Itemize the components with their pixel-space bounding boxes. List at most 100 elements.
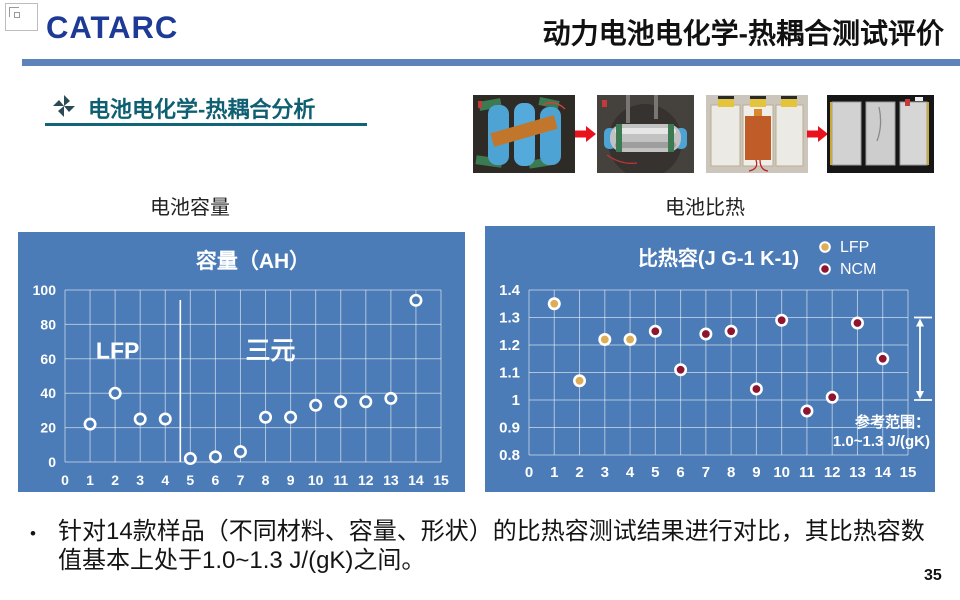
svg-text:100: 100 <box>33 282 57 298</box>
data-point <box>183 452 197 466</box>
catarc-logo: CATARC <box>46 9 179 46</box>
tick-labels: 0 1 2 3 4 5 6 7 8 9 10 11 12 13 14 150.80.911.11.21.31.… <box>499 282 916 481</box>
cylindrical-cells-photo <box>473 95 575 173</box>
data-point <box>384 391 398 405</box>
svg-text:60: 60 <box>40 351 56 367</box>
svg-text:9: 9 <box>752 464 760 481</box>
annotation-label: LFP <box>96 337 139 363</box>
data-point <box>158 412 172 426</box>
data-point <box>648 324 662 338</box>
svg-text:9: 9 <box>287 472 295 488</box>
svg-text:6: 6 <box>212 472 220 488</box>
svg-text:1.4: 1.4 <box>499 282 521 299</box>
svg-text:8: 8 <box>727 464 735 481</box>
svg-text:0: 0 <box>525 464 533 481</box>
legend-marker <box>819 241 831 253</box>
svg-text:1.3: 1.3 <box>499 310 520 327</box>
legend-label: NCM <box>840 261 876 278</box>
svg-text:80: 80 <box>40 316 56 332</box>
svg-text:0.8: 0.8 <box>499 447 520 464</box>
gridlines <box>528 289 909 456</box>
svg-text:14: 14 <box>874 464 891 481</box>
svg-text:1.1: 1.1 <box>499 365 520 382</box>
svg-text:40: 40 <box>40 385 56 401</box>
svg-text:5: 5 <box>651 464 659 481</box>
series-lfp <box>547 297 637 388</box>
svg-text:13: 13 <box>849 464 866 481</box>
legend-label: LFP <box>840 239 869 256</box>
reference-range-arrow <box>914 316 932 401</box>
svg-text:4: 4 <box>626 464 635 481</box>
capacity-chart-label: 电池容量 <box>150 197 230 219</box>
image-placeholder-icon <box>5 3 38 31</box>
svg-text:1: 1 <box>550 464 558 481</box>
data-point <box>284 410 298 424</box>
data-point <box>359 395 373 409</box>
legend-marker <box>819 263 831 275</box>
legend: LFP NCM <box>819 239 876 278</box>
summary-text: 针对14款样品（不同材料、容量、形状）的比热容测试结果进行对比，其比热容数值基本… <box>58 518 925 574</box>
right-arrow-icon <box>807 126 828 142</box>
data-point <box>334 395 348 409</box>
data-point <box>133 412 147 426</box>
svg-text:1: 1 <box>512 392 520 409</box>
svg-text:12: 12 <box>358 472 374 488</box>
data-point <box>259 410 273 424</box>
svg-text:6: 6 <box>676 464 684 481</box>
svg-text:14: 14 <box>408 472 424 488</box>
svg-text:12: 12 <box>824 464 841 481</box>
data-point <box>724 324 738 338</box>
data-point <box>775 313 789 327</box>
series <box>83 293 423 466</box>
svg-text:3: 3 <box>601 464 609 481</box>
data-point <box>208 450 222 464</box>
data-point <box>547 297 561 311</box>
svg-text:3: 3 <box>136 472 144 488</box>
data-point <box>598 333 612 347</box>
annotation-label: 三元 <box>246 337 296 365</box>
header-divider-bar <box>22 59 960 66</box>
data-point <box>108 386 122 400</box>
svg-text:8: 8 <box>262 472 270 488</box>
svg-text:7: 7 <box>702 464 710 481</box>
bullet-marker: • <box>30 524 36 543</box>
svg-text:11: 11 <box>333 472 348 488</box>
capacity-chart-panel: 0 1 2 3 4 5 6 7 8 9 10 11 12 13 14 15 0 20 40 60 80 100 容量（AH）… <box>18 232 465 492</box>
svg-text:11: 11 <box>799 464 815 481</box>
section-underline <box>45 123 367 126</box>
pouch-cells-heater-photo <box>706 95 808 173</box>
broken-image-glyph <box>9 7 20 18</box>
reference-range-note: 1.0~1.3 J/(gK) <box>833 433 930 450</box>
gridlines <box>64 289 442 463</box>
data-point <box>825 390 839 404</box>
data-point <box>233 445 247 459</box>
foil-wrapped-pouch-photo <box>827 95 934 173</box>
reference-range-note: 参考范围： <box>855 413 930 431</box>
specific-heat-chart-panel: 0 1 2 3 4 5 6 7 8 9 10 11 12 13 14 15 0.8 0.9 1 1.1 1.2 1.3 1.… <box>485 226 935 492</box>
svg-text:4: 4 <box>161 472 169 488</box>
svg-text:7: 7 <box>237 472 245 488</box>
svg-text:15: 15 <box>900 464 917 481</box>
data-point <box>674 363 688 377</box>
svg-text:10: 10 <box>773 464 790 481</box>
data-point <box>409 293 423 307</box>
svg-text:2: 2 <box>575 464 583 481</box>
specific-heat-chart-label: 电池比热 <box>665 197 745 219</box>
data-point <box>850 316 864 330</box>
svg-text:20: 20 <box>40 420 56 436</box>
capacity-chart: 0 1 2 3 4 5 6 7 8 9 10 11 12 13 14 15020406080100容量（AH）… <box>33 249 449 488</box>
series-ncm <box>648 313 890 418</box>
pinwheel-star-icon <box>53 95 75 117</box>
data-point <box>573 374 587 388</box>
page-number: 35 <box>924 567 942 584</box>
svg-text:0.9: 0.9 <box>499 420 520 437</box>
data-point <box>876 352 890 366</box>
svg-text:0: 0 <box>61 472 69 488</box>
data-point <box>749 382 763 396</box>
svg-text:13: 13 <box>383 472 399 488</box>
svg-text:5: 5 <box>186 472 194 488</box>
specific-heat-chart: 0 1 2 3 4 5 6 7 8 9 10 11 12 13 14 150.80.911.11.21.31.… <box>499 239 932 481</box>
svg-text:1: 1 <box>86 472 94 488</box>
